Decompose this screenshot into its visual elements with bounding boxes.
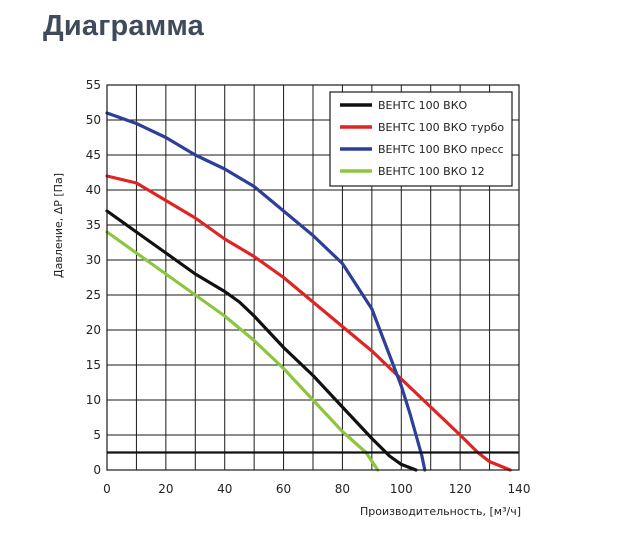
legend: ВЕНТС 100 ВКО ВЕНТС 100 ВКО турбо ВЕНТС 10… (329, 91, 513, 187)
series-line-3 (105, 111, 427, 472)
y-tick-label: 15 (86, 358, 101, 372)
y-tick-label: 0 (93, 463, 101, 477)
y-tick-label: 35 (86, 218, 101, 232)
y-tick-label: 40 (86, 183, 101, 197)
x-tick-label: 140 (508, 482, 531, 496)
y-tick-label: 20 (86, 323, 101, 337)
x-tick-label: 100 (390, 482, 413, 496)
series-line-2 (105, 174, 512, 472)
x-tick-label: 40 (217, 482, 232, 496)
legend-label: ВЕНТС 100 ВКО (378, 99, 468, 112)
x-tick-label: 60 (276, 482, 291, 496)
y-axis-label: Давление, ΔР [Па] (52, 173, 65, 278)
series-group (105, 111, 519, 472)
x-tick-label: 80 (335, 482, 350, 496)
y-tick-label: 45 (86, 148, 101, 162)
legend-label: ВЕНТС 100 ВКО пресс (378, 143, 504, 156)
series-line-4 (105, 230, 380, 472)
legend-label: ВЕНТС 100 ВКО 12 (378, 165, 485, 178)
x-tick-label: 120 (449, 482, 472, 496)
x-tick-label: 0 (103, 482, 111, 496)
x-axis-label: Производительность, [м³/ч] (360, 505, 521, 518)
x-tick-label: 20 (158, 482, 173, 496)
y-tick-label: 10 (86, 393, 101, 407)
y-tick-label: 5 (93, 428, 101, 442)
y-tick-label: 25 (86, 288, 101, 302)
legend-label: ВЕНТС 100 ВКО турбо (378, 121, 504, 134)
y-tick-label: 30 (86, 253, 101, 267)
y-tick-label: 55 (86, 78, 101, 92)
plot-border (106, 84, 520, 471)
section-title: Диаграмма (43, 10, 204, 42)
y-tick-label: 50 (86, 113, 101, 127)
